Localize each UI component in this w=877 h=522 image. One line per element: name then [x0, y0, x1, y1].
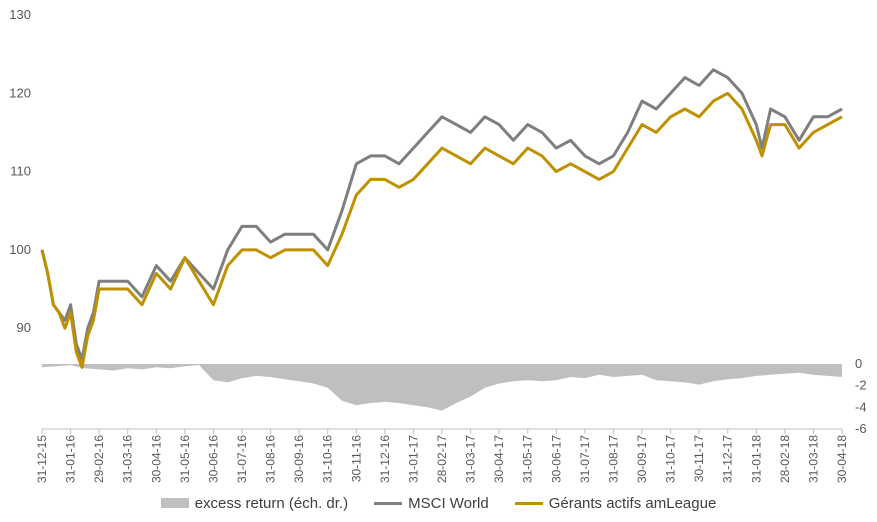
- price-lines-layer: [40, 68, 843, 369]
- legend-swatch-msci-world: [374, 501, 403, 505]
- y2-tick-label: -6: [855, 421, 867, 436]
- y-tick-label: 130: [9, 7, 31, 22]
- legend-label-msci-world: MSCI World: [408, 494, 489, 512]
- x-tick-label: 31-03-17: [464, 435, 478, 483]
- y-tick-label: 120: [9, 85, 31, 100]
- x-tick-label: 29-02-16: [92, 435, 106, 483]
- legend-swatch-excess-return: [160, 498, 189, 508]
- x-tick-label: 30-04-16: [149, 435, 163, 483]
- x-tick-label: 31-12-15: [35, 435, 49, 483]
- excess-return-area-layer: [42, 364, 842, 411]
- legend-label-excess-return: excess return (éch. dr.): [194, 494, 349, 512]
- x-tick-label: 30-09-16: [292, 435, 306, 483]
- y2-tick-label: -4: [855, 399, 867, 414]
- y2-tick-label: -2: [855, 378, 867, 393]
- x-tick-label: 31-01-17: [406, 435, 420, 483]
- x-tick-label: 30-04-17: [492, 435, 506, 483]
- x-tick-label: 31-07-16: [235, 435, 249, 483]
- x-tick-label: 31-08-16: [264, 435, 278, 483]
- x-tick-label: 30-11-16: [349, 435, 363, 482]
- x-tick-label: 31-03-18: [806, 435, 820, 483]
- x-tick-label: 28-02-18: [778, 435, 792, 483]
- msci-world-line: [40, 68, 843, 361]
- legend-item-excess-return: excess return (éch. dr.): [160, 494, 349, 512]
- legend-item-msci-world: MSCI World: [374, 495, 489, 512]
- x-tick-label: 31-05-17: [521, 435, 535, 483]
- y-tick-label: 90: [17, 320, 31, 335]
- amleague-line: [40, 91, 843, 369]
- x-tick-label: 28-02-17: [435, 435, 449, 483]
- x-tick-label: 31-08-17: [606, 435, 620, 483]
- legend-swatch-amleague: [514, 501, 543, 505]
- x-tick-label: 31-10-17: [664, 435, 678, 483]
- x-tick-label: 30-11-17: [692, 435, 706, 482]
- x-tick-label: 31-01-18: [749, 435, 763, 483]
- legend-item-amleague: Gérants actifs amLeague: [514, 494, 717, 512]
- y-tick-label: 110: [10, 164, 31, 179]
- y-tick-label: 100: [9, 242, 31, 257]
- axes-layer: 90 100 110 120 130 0 -2 -4 -6 31-12-15 31-01-16 29-…: [9, 7, 866, 483]
- x-tick-label: 31-10-16: [321, 435, 335, 483]
- legend-label-amleague: Gérants actifs amLeague: [548, 494, 717, 512]
- x-tick-label: 31-07-17: [578, 435, 592, 483]
- x-tick-label: 30-04-18: [835, 435, 849, 483]
- x-tick-label: 30-06-17: [549, 435, 563, 483]
- x-tick-label: 31-12-17: [721, 435, 735, 483]
- x-tick-label: 31-12-16: [378, 435, 392, 483]
- x-tick-label: 30-09-17: [635, 435, 649, 483]
- x-tick-label: 30-06-16: [206, 435, 220, 483]
- legend: excess return (éch. dr.) MSCI World Géra…: [0, 490, 877, 516]
- x-tick-label: 31-03-16: [121, 435, 135, 483]
- excess-return-area: [42, 364, 842, 411]
- y2-tick-label: 0: [855, 356, 862, 371]
- x-tick-label: 31-01-16: [64, 435, 78, 483]
- x-tick-label: 31-05-16: [178, 435, 192, 483]
